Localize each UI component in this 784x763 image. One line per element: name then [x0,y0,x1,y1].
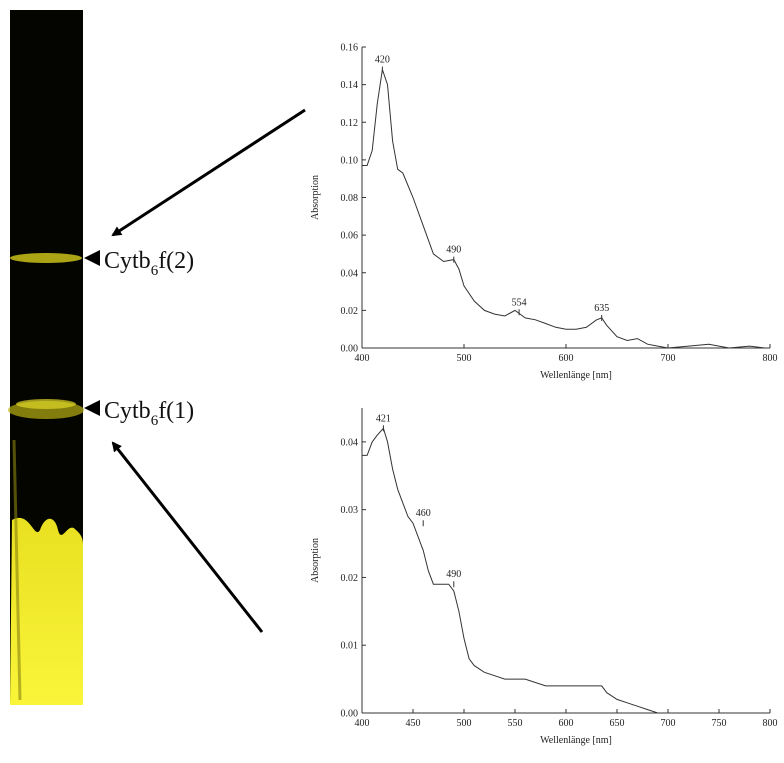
y-tick-label: 0.03 [341,505,359,516]
peak-label: 460 [416,508,431,519]
gel [8,10,84,705]
y-tick-label: 0.08 [341,193,359,204]
x-tick-label: 800 [763,718,778,729]
y-tick-label: 0.02 [341,306,359,317]
x-tick-label: 800 [763,353,778,364]
arrow [111,108,306,237]
peak-label: 635 [594,303,609,314]
y-tick-label: 0.14 [341,80,359,91]
y-tick-label: 0.06 [341,231,359,242]
peak-label: 421 [376,413,391,424]
x-tick-label: 650 [610,718,625,729]
spectrum-line [362,69,765,349]
y-tick-label: 0.10 [341,155,359,166]
spectrum-line [362,427,663,714]
x-tick-label: 750 [712,718,727,729]
x-axis-title: Wellenlänge [nm] [540,735,612,746]
y-tick-label: 0.12 [341,118,359,129]
band-label: Cytb6f(2) [104,248,194,279]
band-label: Cytb6f(1) [104,398,194,429]
x-tick-label: 600 [559,353,574,364]
arrow [111,441,264,633]
y-tick-label: 0.02 [341,573,359,584]
x-tick-label: 600 [559,718,574,729]
y-tick-label: 0.16 [341,43,359,54]
y-axis-title: Absorption [310,175,321,220]
x-tick-label: 500 [457,353,472,364]
y-tick-label: 0.04 [341,437,359,448]
x-tick-label: 400 [355,353,370,364]
y-axis-title: Absorption [310,538,321,583]
y-tick-label: 0.00 [341,709,359,720]
peak-label: 490 [446,245,461,256]
peak-label: 490 [446,569,461,580]
x-tick-label: 700 [661,353,676,364]
peak-label: 420 [375,55,390,66]
x-tick-label: 450 [406,718,421,729]
x-axis-title: Wellenlänge [nm] [540,370,612,381]
label-pointer [84,250,100,266]
y-tick-label: 0.00 [341,344,359,355]
label-pointer [84,400,100,416]
x-tick-label: 400 [355,718,370,729]
x-tick-label: 550 [508,718,523,729]
x-tick-label: 700 [661,718,676,729]
y-tick-label: 0.01 [341,641,359,652]
x-tick-label: 500 [457,718,472,729]
peak-label: 554 [512,297,527,308]
y-tick-label: 0.04 [341,268,359,279]
